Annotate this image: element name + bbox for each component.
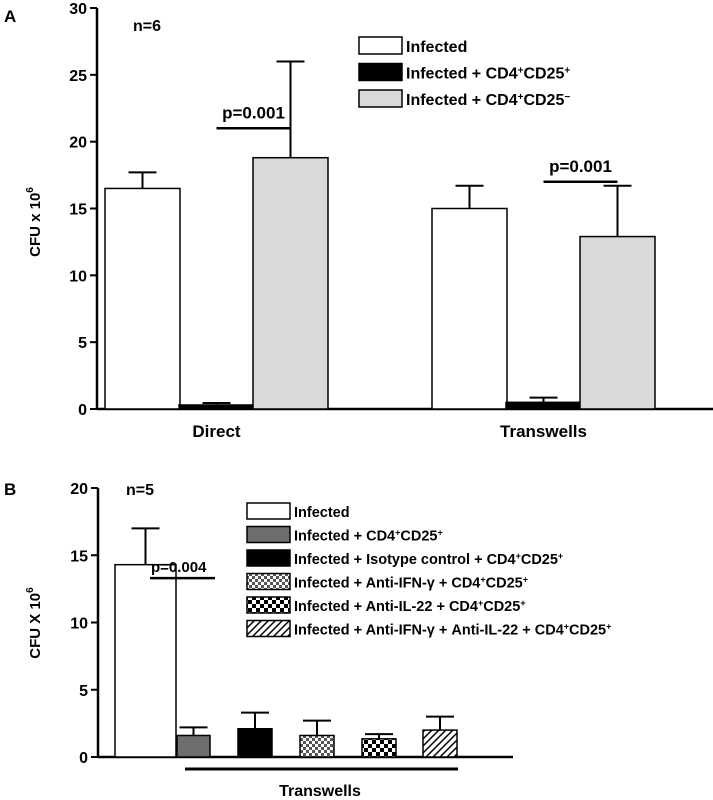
panel-b-legend-label: Infected (294, 505, 350, 521)
panel-a: A n=6 CFU x 106 0 5 10 15 20 25 30 Direct Trans… (4, 1, 713, 441)
panel-a-legend-swatch (358, 89, 403, 108)
panel-b-legend-label: Infected + Anti-IL-22 + CD4+CD25+ (294, 598, 526, 615)
panel-b-bar (114, 563, 177, 758)
panel-a-y-tick-label: 15 (69, 202, 87, 219)
panel-b-bar (176, 734, 211, 758)
panel-a-y-tick-label: 5 (78, 335, 87, 352)
panel-b-legend-swatch (246, 596, 291, 614)
panel-b-y-axis-label-exp: 6 (25, 587, 36, 593)
panel-b-legend-swatch (246, 525, 291, 544)
panel-b-y-axis-label: CFU X 106 (25, 587, 44, 659)
panel-b-y-tick-label: 0 (79, 750, 88, 767)
panel-a-p-value: p=0.001 (222, 103, 285, 122)
panel-b-bar (299, 734, 335, 758)
panel-b-p-value: p=0.004 (151, 559, 207, 576)
panel-b-legend-label: Infected + Anti-IFN-γ + Anti-IL-22 + CD4… (294, 622, 611, 639)
panel-a-annotations: p=0.001 p=0.001 (216, 103, 618, 184)
panel-a-y-tick-label: 10 (69, 268, 87, 285)
panel-a-y-tick-label: 25 (69, 68, 87, 85)
panel-b-bar (237, 728, 273, 758)
panel-a-bar (104, 187, 181, 410)
panel-b-legend-swatch (246, 549, 291, 567)
panel-b-legend-label: Infected + Isotype control + CD4+CD25+ (294, 551, 563, 568)
panel-b-legend-swatch (246, 502, 291, 520)
panel-a-legend: Infected Infected + CD4+CD25+ Infected + C… (358, 36, 570, 110)
panel-a-n-label: n=6 (133, 18, 161, 35)
panel-b-legend-label: Infected + Anti-IFN-γ + CD4+CD25+ (294, 575, 528, 592)
panel-b-y-axis-label-base: CFU X 10 (27, 593, 44, 659)
panel-a-y-axis-label-exp: 6 (25, 187, 36, 193)
panel-a-legend-label: Infected + CD4+CD25− (406, 92, 570, 110)
panel-a-bar (178, 404, 255, 410)
panel-a-x-tick-label: Transwells (500, 422, 587, 441)
panel-a-bars (104, 60, 656, 410)
panel-b-annotations: p=0.004 (150, 559, 215, 580)
panel-a-label: A (4, 7, 16, 26)
panel-b-legend-label: Infected + CD4+CD25+ (294, 528, 443, 545)
panel-a-y-tick-label: 30 (69, 1, 87, 18)
panel-a-legend-swatch (358, 36, 403, 55)
panel-a-p-value: p=0.001 (549, 157, 612, 176)
panel-b-bars (114, 527, 458, 758)
panel-a-bar (579, 235, 656, 410)
panel-a-bar (505, 401, 582, 410)
panel-a-x-tick-label: Direct (192, 422, 241, 441)
panel-a-legend-label: Infected (406, 39, 467, 56)
panel-b-bar (422, 729, 458, 758)
panel-b-label: B (4, 480, 16, 499)
panel-a-y-tick-label: 20 (69, 135, 87, 152)
panel-b: B n=5 CFU X 106 0 5 10 15 20 p=0.004 Transwe… (4, 480, 611, 800)
panel-b-y-tick-label: 5 (79, 683, 88, 700)
panel-a-y-tick-label: 0 (78, 402, 87, 419)
panel-a-bar (431, 207, 508, 410)
panel-b-legend: Infected Infected + CD4+CD25+ Infected + I… (246, 502, 611, 639)
panel-b-legend-swatch (246, 619, 291, 638)
panel-a-y-axis-label: CFU x 106 (25, 187, 44, 257)
panel-a-legend-label: Infected + CD4+CD25+ (406, 65, 570, 83)
panel-a-bar (252, 156, 329, 410)
panel-a-x-labels: Direct Transwells (192, 422, 587, 441)
panel-b-n-label: n=5 (126, 482, 154, 499)
panel-b-group-label: Transwells (279, 783, 361, 800)
panel-b-y-tick-label: 15 (70, 548, 88, 565)
panel-b-y-tick-label: 20 (70, 481, 88, 498)
panel-b-legend-swatch (246, 572, 291, 591)
panel-b-y-tick-label: 10 (70, 616, 88, 633)
panel-a-y-axis-label-base: CFU x 10 (27, 193, 44, 257)
panel-a-legend-swatch (358, 62, 403, 82)
panel-b-bar (361, 738, 397, 758)
